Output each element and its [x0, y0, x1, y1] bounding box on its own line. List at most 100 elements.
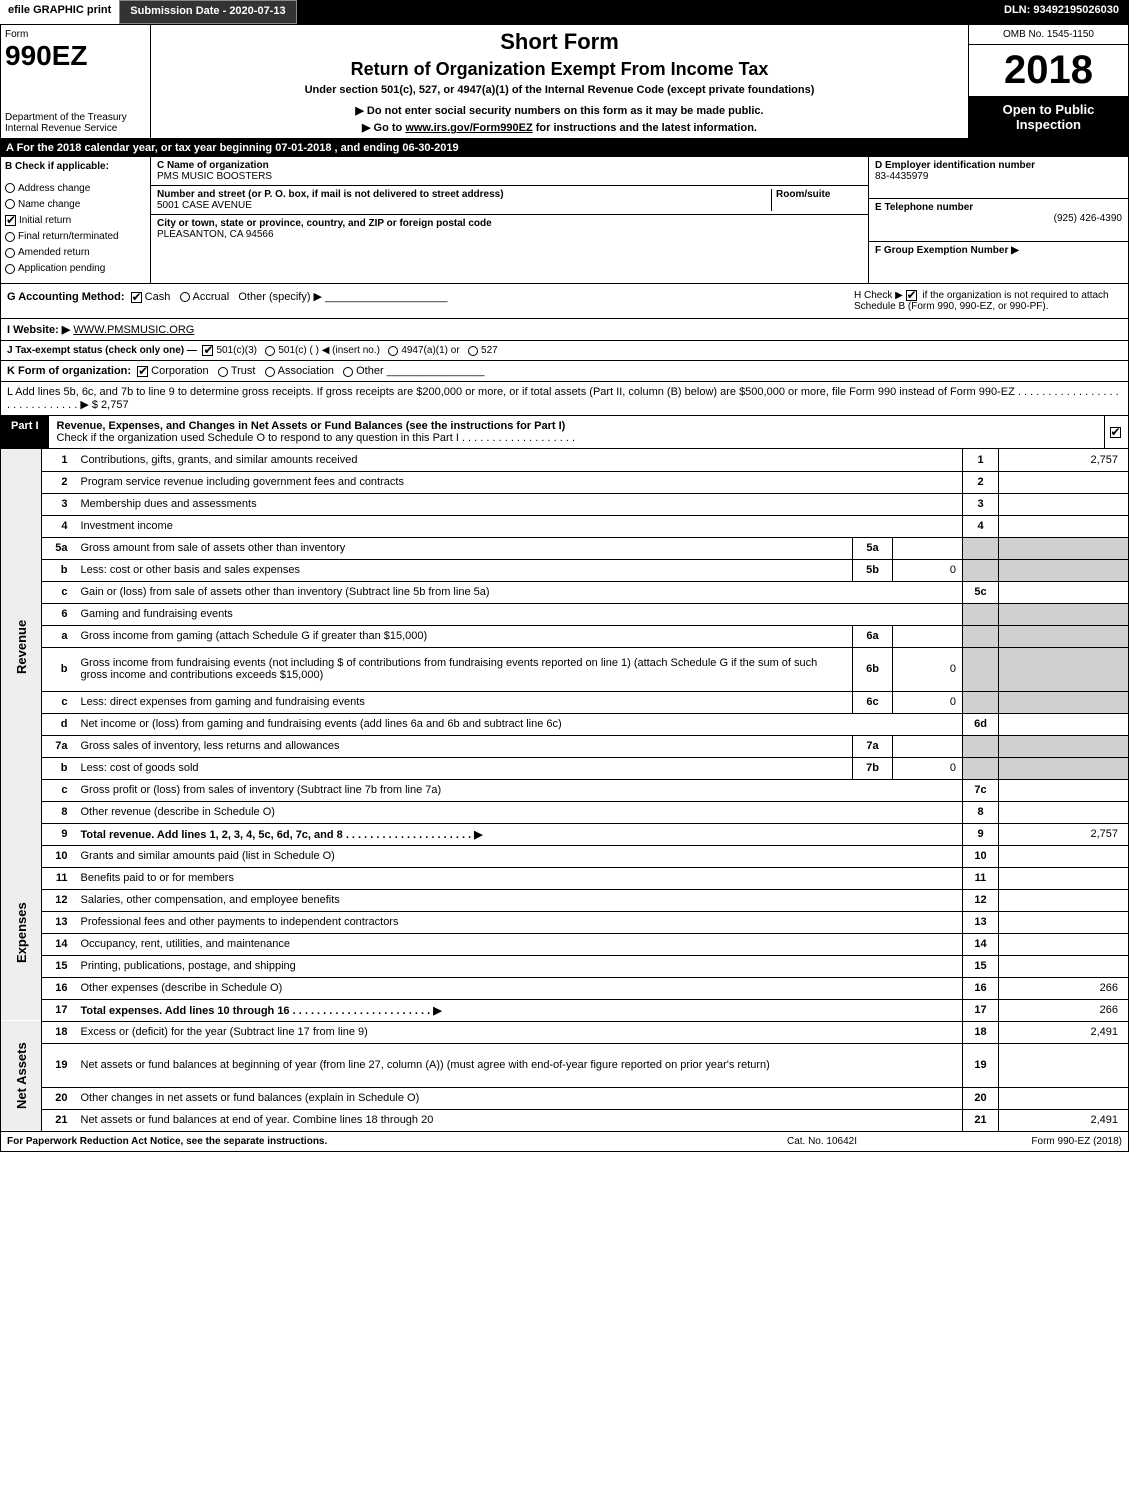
- cb-501c[interactable]: [265, 346, 275, 356]
- line-value-shaded: [999, 757, 1129, 779]
- line-number: 1: [42, 449, 76, 471]
- room-label: Room/suite: [776, 189, 830, 200]
- cb-application-pending[interactable]: [5, 264, 15, 274]
- table-row: 16Other expenses (describe in Schedule O…: [1, 977, 1129, 999]
- cb-name-change[interactable]: [5, 199, 15, 209]
- line-ref: 6d: [963, 713, 999, 735]
- entity-block: B Check if applicable: Address change Na…: [0, 157, 1129, 284]
- line-desc: Less: direct expenses from gaming and fu…: [76, 691, 853, 713]
- line-number: 10: [42, 845, 76, 867]
- line-desc: Gross amount from sale of assets other t…: [76, 537, 853, 559]
- table-row: 9Total revenue. Add lines 1, 2, 3, 4, 5c…: [1, 823, 1129, 845]
- line-number: 2: [42, 471, 76, 493]
- part-1-sub: Check if the organization used Schedule …: [57, 432, 576, 444]
- table-row: 19Net assets or fund balances at beginni…: [1, 1043, 1129, 1087]
- line-ref: 16: [963, 977, 999, 999]
- line-value: [999, 1043, 1129, 1087]
- line-value: [999, 867, 1129, 889]
- row-j-tax-exempt: J Tax-exempt status (check only one) — 5…: [0, 341, 1129, 361]
- line-number: c: [42, 779, 76, 801]
- table-row: 8Other revenue (describe in Schedule O)8: [1, 801, 1129, 823]
- cb-schedule-b[interactable]: [906, 290, 917, 301]
- subtitle-section: Under section 501(c), 527, or 4947(a)(1)…: [159, 84, 960, 96]
- cb-501c3[interactable]: [202, 345, 213, 356]
- table-row: 6Gaming and fundraising events: [1, 603, 1129, 625]
- cb-association[interactable]: [265, 367, 275, 377]
- line-value: [999, 581, 1129, 603]
- subline-value: 0: [893, 691, 963, 713]
- line-number: 6: [42, 603, 76, 625]
- row-k-form-org: K Form of organization: Corporation Trus…: [0, 361, 1129, 382]
- cb-other-org[interactable]: [343, 367, 353, 377]
- form-header: Form 990EZ Department of the Treasury In…: [0, 24, 1129, 139]
- cb-amended-return[interactable]: [5, 248, 15, 258]
- table-row: cGross profit or (loss) from sales of in…: [1, 779, 1129, 801]
- phone-value: (925) 426-4390: [1054, 213, 1122, 224]
- title-short-form: Short Form: [159, 29, 960, 55]
- cb-final-return[interactable]: [5, 232, 15, 242]
- table-row: 11Benefits paid to or for members11: [1, 867, 1129, 889]
- subline-number: 5a: [853, 537, 893, 559]
- cb-initial-return[interactable]: [5, 215, 16, 226]
- line-desc: Printing, publications, postage, and shi…: [76, 955, 963, 977]
- line-value: [999, 911, 1129, 933]
- line-number: 16: [42, 977, 76, 999]
- cb-part1-schedule-o[interactable]: [1110, 427, 1121, 438]
- cb-trust[interactable]: [218, 367, 228, 377]
- website-value[interactable]: WWW.PMSMUSIC.ORG: [73, 324, 194, 336]
- table-row: 4Investment income4: [1, 515, 1129, 537]
- table-row: Expenses10Grants and similar amounts pai…: [1, 845, 1129, 867]
- table-row: bLess: cost or other basis and sales exp…: [1, 559, 1129, 581]
- line-desc: Membership dues and assessments: [76, 493, 963, 515]
- org-name-label: C Name of organization: [157, 160, 269, 171]
- line-value: [999, 955, 1129, 977]
- line-desc: Other revenue (describe in Schedule O): [76, 801, 963, 823]
- line-value: [999, 779, 1129, 801]
- line-desc: Salaries, other compensation, and employ…: [76, 889, 963, 911]
- line-desc: Gross profit or (loss) from sales of inv…: [76, 779, 963, 801]
- line-number: 15: [42, 955, 76, 977]
- line-number: 21: [42, 1109, 76, 1131]
- cb-accrual[interactable]: [180, 292, 190, 302]
- efile-label: efile GRAPHIC print: [0, 0, 119, 24]
- table-row: 13Professional fees and other payments t…: [1, 911, 1129, 933]
- line-ref: 10: [963, 845, 999, 867]
- cb-corporation[interactable]: [137, 366, 148, 377]
- line-number: b: [42, 559, 76, 581]
- line-ref: 21: [963, 1109, 999, 1131]
- line-number: 7a: [42, 735, 76, 757]
- row-l-gross-receipts: L Add lines 5b, 6c, and 7b to line 9 to …: [0, 382, 1129, 416]
- line-ref: 18: [963, 1021, 999, 1043]
- form-label: Form: [5, 29, 146, 40]
- subline-value: [893, 735, 963, 757]
- cb-address-change[interactable]: [5, 183, 15, 193]
- table-row: bGross income from fundraising events (n…: [1, 647, 1129, 691]
- line-number: 5a: [42, 537, 76, 559]
- irs-link[interactable]: www.irs.gov/Form990EZ: [405, 122, 532, 134]
- line-desc: Contributions, gifts, grants, and simila…: [76, 449, 963, 471]
- subline-value: 0: [893, 757, 963, 779]
- line-desc: Total expenses. Add lines 10 through 16 …: [76, 999, 963, 1021]
- line-desc: Gross income from gaming (attach Schedul…: [76, 625, 853, 647]
- cb-4947[interactable]: [388, 346, 398, 356]
- omb-number: OMB No. 1545-1150: [969, 25, 1128, 45]
- line-desc: Gross sales of inventory, less returns a…: [76, 735, 853, 757]
- line-number: 14: [42, 933, 76, 955]
- line-ref-shaded: [963, 603, 999, 625]
- line-value: [999, 933, 1129, 955]
- cb-527[interactable]: [468, 346, 478, 356]
- line-number: c: [42, 581, 76, 603]
- table-row: cLess: direct expenses from gaming and f…: [1, 691, 1129, 713]
- table-row: 15Printing, publications, postage, and s…: [1, 955, 1129, 977]
- line-desc: Grants and similar amounts paid (list in…: [76, 845, 963, 867]
- line-number: 18: [42, 1021, 76, 1043]
- cb-cash[interactable]: [131, 292, 142, 303]
- row-i-website: I Website: ▶ WWW.PMSMUSIC.ORG: [0, 319, 1129, 341]
- line-number: 19: [42, 1043, 76, 1087]
- box-b: B Check if applicable: Address change Na…: [1, 157, 151, 283]
- line-ref-shaded: [963, 625, 999, 647]
- street-label: Number and street (or P. O. box, if mail…: [157, 189, 504, 200]
- line-number: 12: [42, 889, 76, 911]
- line-desc: Total revenue. Add lines 1, 2, 3, 4, 5c,…: [76, 823, 963, 845]
- footer-catno: Cat. No. 10642I: [722, 1136, 922, 1147]
